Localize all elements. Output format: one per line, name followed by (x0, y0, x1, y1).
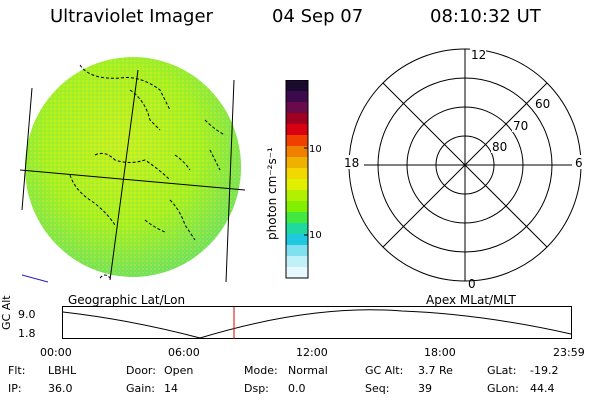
colorbar-segment (286, 212, 308, 224)
colorbar-frame (285, 80, 309, 279)
coastlines (69, 64, 226, 279)
status-key: Gain: (126, 382, 155, 395)
colorbar-segment (286, 157, 308, 169)
status-value: 14 (164, 382, 178, 395)
colorbar-segment (286, 267, 308, 279)
status-key: GLat: (487, 364, 517, 377)
status-value: 36.0 (48, 382, 73, 395)
colorbar-segment (286, 179, 308, 191)
status-value: Open (164, 364, 194, 377)
colorbar-segment (286, 113, 308, 125)
altitude-xtick-0: 00:00 (40, 346, 72, 359)
status-value: 44.4 (530, 382, 555, 395)
observation-time: 08:10:32 UT (430, 6, 541, 27)
colorbar-segment (286, 135, 308, 147)
colorbar-segment (286, 256, 308, 268)
status-value: 3.7 Re (418, 364, 453, 377)
status-key: Mode: (244, 364, 278, 377)
status-key: GC Alt: (365, 364, 404, 377)
altitude-plot-frame (62, 306, 572, 339)
colorbar-segment (286, 102, 308, 114)
uv-image-panel (20, 57, 246, 283)
status-key: Flt: (8, 364, 26, 377)
colorbar-segment (286, 201, 308, 213)
status-value: 39 (418, 382, 432, 395)
colorbar-tick-100: 100 (309, 144, 322, 155)
altitude-plot (62, 306, 572, 339)
mlt-label-0: 0 (468, 277, 476, 291)
apex-panel-label: Apex MLat/MLT (426, 293, 516, 307)
polar-grid-panel: 12 18 6 0 60 70 80 (342, 48, 586, 291)
status-value: LBHL (48, 364, 77, 377)
status-key: IP: (8, 382, 22, 395)
altitude-curve (62, 309, 572, 339)
altitude-xtick-1: 06:00 (168, 346, 200, 359)
status-value: -19.2 (530, 364, 559, 377)
altitude-ytick-low: 1.8 (18, 327, 36, 340)
status-key: Door: (126, 364, 156, 377)
colorbar-segment (286, 245, 308, 257)
colorbar-tick-10: 10 (309, 230, 322, 241)
status-value: Normal (288, 364, 328, 377)
altitude-ylabel: GC Alt (0, 295, 13, 330)
mlt-label-6: 6 (575, 156, 583, 170)
polar-line-diag2 (382, 82, 548, 248)
mlt-label-18: 18 (344, 156, 359, 170)
altitude-xtick-4: 23:59 (553, 346, 585, 359)
colorbar: 100 10 photon cm⁻²s⁻¹ (265, 80, 322, 279)
mlat-label-70: 70 (513, 119, 528, 133)
status-key: GLon: (487, 382, 519, 395)
observation-date: 04 Sep 07 (272, 6, 364, 27)
colorbar-segment (286, 146, 308, 158)
status-key: Seq: (365, 382, 390, 395)
colorbar-segment (286, 223, 308, 235)
status-key: Dsp: (244, 382, 269, 395)
colorbar-segment (286, 80, 308, 92)
altitude-ytick-high: 9.0 (18, 308, 36, 321)
status-value: 0.0 (288, 382, 306, 395)
geographic-panel-label: Geographic Lat/Lon (68, 293, 186, 307)
colorbar-segment (286, 234, 308, 246)
colorbar-segment (286, 91, 308, 103)
mlt-label-12: 12 (471, 48, 486, 62)
mlat-label-60: 60 (535, 97, 550, 111)
altitude-xtick-2: 12:00 (296, 346, 328, 359)
instrument-title: Ultraviolet Imager (50, 6, 213, 27)
altitude-xtick-3: 18:00 (424, 346, 456, 359)
geo-grid-lines (20, 69, 246, 283)
orientation-marker (21, 274, 49, 283)
colorbar-segment (286, 168, 308, 180)
mlat-label-80: 80 (492, 140, 507, 154)
colorbar-segment (286, 190, 308, 202)
colorbar-segment (286, 124, 308, 136)
colorbar-unit-label: photon cm⁻²s⁻¹ (265, 147, 279, 240)
